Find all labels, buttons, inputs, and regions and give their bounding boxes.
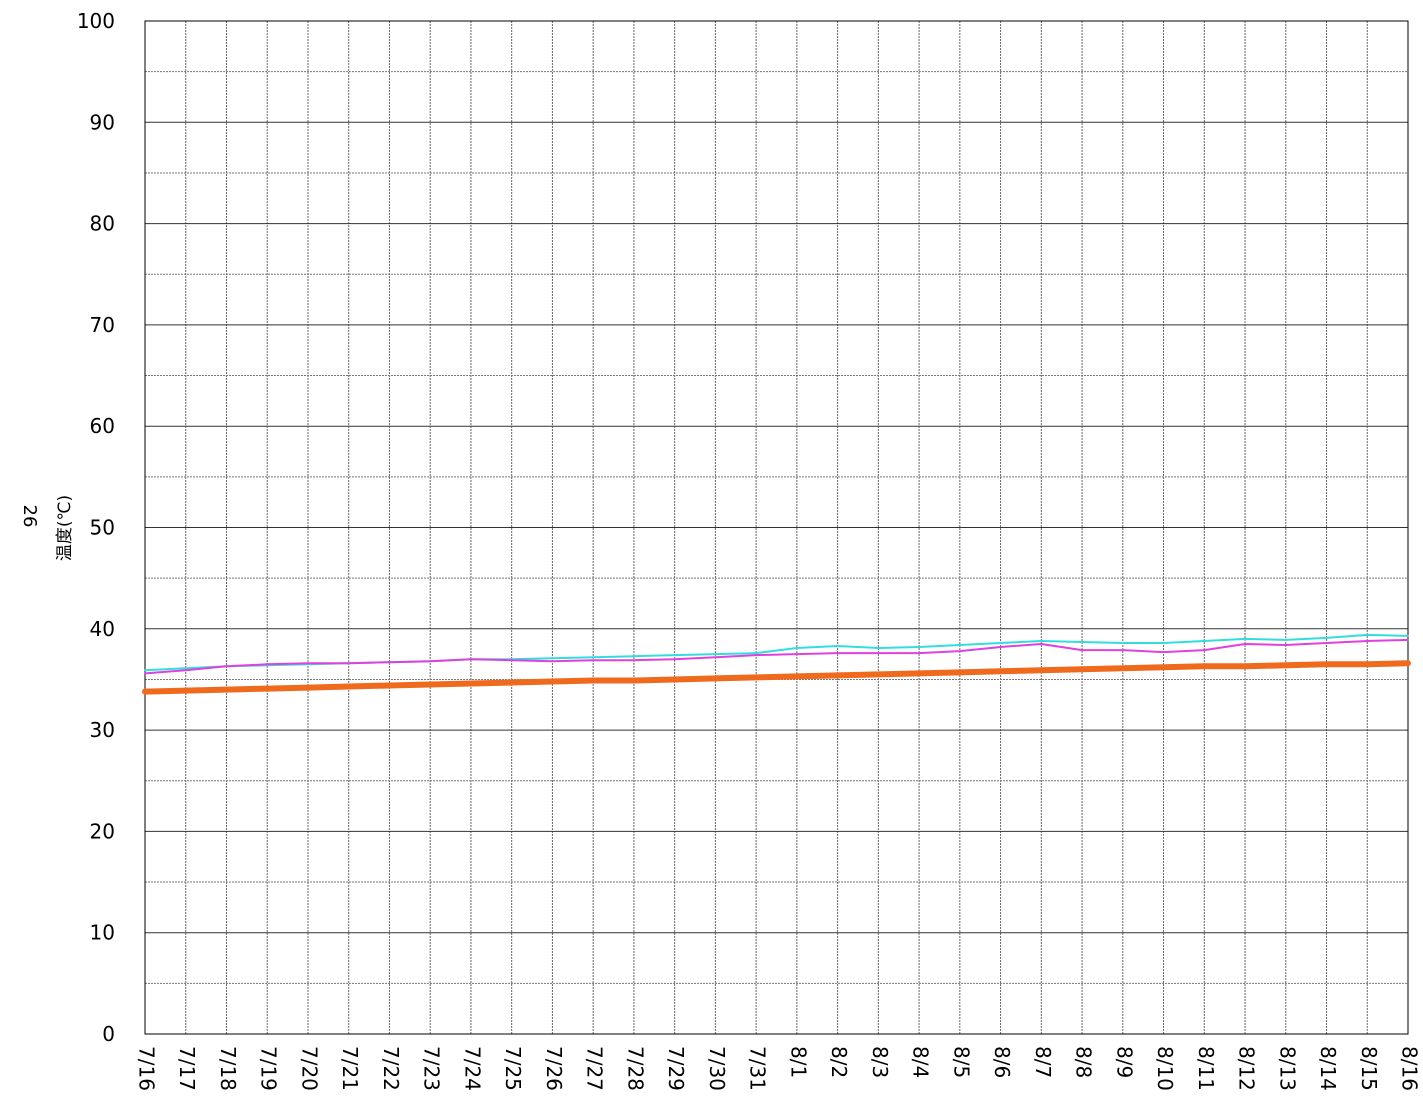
x-tick-label: 7/16 (135, 1046, 159, 1091)
y-tick-label: 70 (90, 313, 115, 337)
x-tick-label: 7/24 (460, 1046, 484, 1091)
x-tick-label: 7/21 (338, 1046, 362, 1091)
y-tick-label: 0 (102, 1022, 115, 1046)
y-axis-label: 温度(℃) (55, 495, 75, 561)
y-tick-label: 20 (90, 819, 115, 843)
x-tick-label: 7/27 (583, 1046, 607, 1091)
x-tick-label: 7/31 (746, 1046, 770, 1091)
y-axis-label-group: 温度(℃) 26 (19, 495, 75, 561)
page-number: 26 (19, 505, 40, 528)
x-tick-label: 8/14 (1316, 1046, 1340, 1091)
y-tick-label: 30 (90, 718, 115, 742)
y-tick-label: 10 (90, 921, 115, 945)
y-tick-label: 40 (90, 617, 115, 641)
x-tick-label: 8/7 (1031, 1046, 1055, 1078)
x-tick-label: 7/18 (216, 1046, 240, 1091)
x-tick-label: 7/20 (297, 1046, 321, 1091)
plot-area (144, 20, 1409, 1035)
x-tick-label: 8/5 (949, 1046, 973, 1078)
chart-grid (145, 21, 1408, 1034)
x-tick-label: 7/23 (420, 1046, 444, 1091)
x-tick-label: 8/16 (1398, 1046, 1422, 1091)
x-tick-label: 8/1 (786, 1046, 810, 1078)
x-tick-label: 8/11 (1194, 1046, 1218, 1091)
x-tick-label: 7/22 (379, 1046, 403, 1091)
y-tick-label: 80 (90, 212, 115, 236)
x-tick-label: 7/17 (175, 1046, 199, 1091)
y-tick-label: 100 (77, 9, 115, 33)
x-tick-label: 8/8 (1072, 1046, 1096, 1078)
y-tick-label: 60 (90, 414, 115, 438)
x-tick-label: 8/6 (990, 1046, 1014, 1078)
series-line (144, 638, 1409, 675)
x-tick-label: 7/30 (705, 1046, 729, 1091)
x-tick-label: 7/19 (257, 1046, 281, 1091)
x-tick-label: 8/12 (1235, 1046, 1259, 1091)
x-tick-label: 8/10 (1153, 1046, 1177, 1091)
x-tick-label: 7/26 (542, 1046, 566, 1091)
x-tick-label: 8/3 (868, 1046, 892, 1078)
series-lines (142, 633, 1411, 695)
series-line (142, 660, 1411, 695)
x-tick-label: 8/15 (1357, 1046, 1381, 1091)
x-tick-label: 7/29 (664, 1046, 688, 1091)
x-tick-label: 8/2 (827, 1046, 851, 1078)
x-axis: 7/16 7/17 7/18 7/19 7/20 7/21 7/22 7/23 7/24 7/25… (135, 1046, 1422, 1091)
x-tick-label: 8/13 (1275, 1046, 1299, 1091)
x-tick-label: 7/25 (501, 1046, 525, 1091)
y-tick-label: 90 (90, 110, 115, 134)
x-tick-label: 8/4 (909, 1046, 933, 1078)
x-tick-label: 7/28 (623, 1046, 647, 1091)
x-tick-label: 8/9 (1112, 1046, 1136, 1078)
y-axis: 0 10 20 30 40 50 60 70 80 90 100 (77, 9, 115, 1046)
y-tick-label: 50 (90, 516, 115, 540)
